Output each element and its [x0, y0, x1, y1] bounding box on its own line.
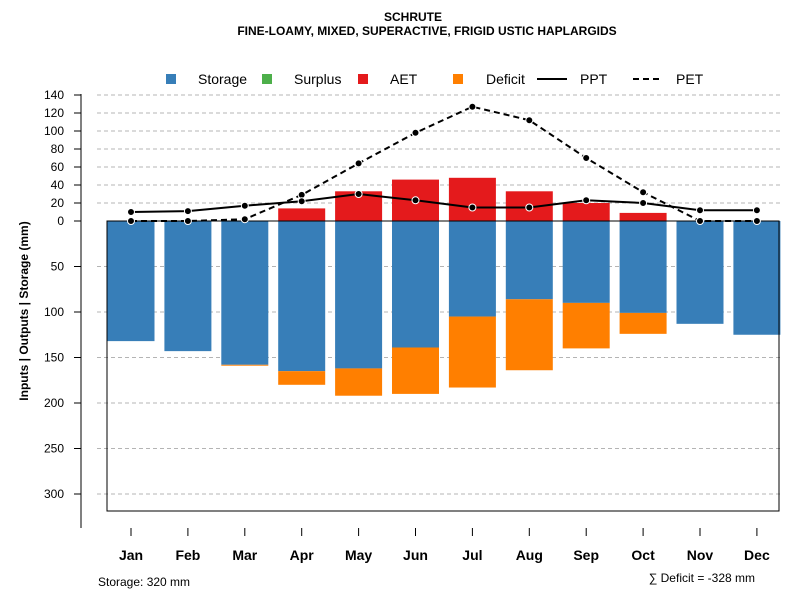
pet-point	[183, 217, 192, 225]
deficit-total-label: ∑ Deficit = -328 mm	[649, 571, 755, 585]
y-tick-label: 300	[44, 487, 64, 501]
pet-point	[411, 128, 420, 137]
pet-point	[468, 102, 477, 111]
ppt-point	[127, 208, 135, 216]
ppt-point	[525, 203, 534, 212]
ppt-point	[639, 199, 648, 207]
month-label: Feb	[175, 547, 200, 563]
y-tick-label: 50	[51, 260, 65, 274]
aet-bar	[448, 177, 496, 221]
y-tick-label: 200	[44, 396, 64, 410]
ppt-point	[183, 207, 192, 216]
aet-bar	[562, 203, 610, 221]
x-axis-ticks: Jan Feb Mar Apr May Jun Jul Aug Sep Oct Nov Dec	[119, 528, 770, 563]
month-label: Jan	[119, 547, 143, 563]
aet-legend-label: AET	[390, 71, 418, 87]
legend: Storage Surplus AET Deficit PPT PET	[166, 71, 704, 87]
pet-point	[582, 154, 591, 162]
storage-legend-swatch	[166, 74, 176, 84]
y-tick-label: 80	[51, 142, 65, 156]
storage-total-label: Storage: 320 mm	[98, 575, 190, 589]
month-label: Nov	[687, 547, 714, 563]
ppt-point	[752, 206, 761, 215]
storage-bar	[448, 221, 496, 317]
pet-point	[240, 215, 249, 224]
pet-point	[639, 188, 648, 197]
aet-bar	[619, 212, 667, 221]
storage-bar	[733, 221, 781, 335]
deficit-bar	[392, 347, 439, 394]
month-label: Jul	[462, 547, 482, 563]
month-label: Sep	[573, 547, 599, 563]
deficit-legend-label: Deficit	[486, 71, 525, 87]
storage-bar	[392, 221, 439, 348]
y-tick-label: 20	[51, 196, 65, 210]
lines	[127, 102, 761, 225]
storage-bar	[562, 221, 610, 303]
deficit-bar	[562, 302, 610, 349]
y-axis-title: Inputs | Outputs | Storage (mm)	[17, 221, 31, 400]
pet-point	[354, 159, 363, 168]
aet-bar	[278, 208, 326, 221]
month-label: Aug	[516, 547, 543, 563]
surplus-legend-swatch	[262, 74, 272, 84]
ppt-legend-label: PPT	[580, 71, 608, 87]
pet-point	[752, 217, 761, 225]
ppt-point	[411, 196, 420, 205]
y-tick-label: 40	[51, 178, 65, 192]
surplus-legend-label: Surplus	[294, 71, 341, 87]
deficit-bar	[505, 299, 553, 371]
bars	[107, 177, 781, 396]
storage-bar	[164, 221, 212, 352]
y-tick-label: 120	[44, 106, 64, 120]
month-label: Apr	[290, 547, 315, 563]
ppt-point	[354, 190, 363, 198]
pet-legend-label: PET	[676, 71, 704, 87]
chart-subtitle: FINE-LOAMY, MIXED, SUPERACTIVE, FRIGID U…	[237, 24, 616, 38]
ppt-point	[696, 206, 704, 215]
ppt-point	[468, 203, 477, 212]
storage-bar	[221, 221, 269, 365]
y-tick-label: 100	[44, 305, 64, 319]
month-label: Dec	[744, 547, 770, 563]
storage-bar	[676, 221, 724, 324]
storage-bar	[505, 221, 553, 300]
pet-point	[127, 217, 135, 225]
aet-legend-swatch	[358, 74, 368, 84]
pet-point	[696, 217, 704, 225]
month-label: Jun	[403, 547, 428, 563]
y-tick-label: 100	[44, 124, 64, 138]
storage-legend-label: Storage	[198, 71, 247, 87]
y-tick-label: 60	[51, 160, 65, 174]
deficit-bar	[278, 371, 326, 385]
pet-line	[131, 105, 757, 222]
storage-bar	[278, 221, 326, 372]
month-label: Oct	[631, 547, 655, 563]
ppt-point	[582, 196, 591, 205]
storage-bar	[335, 221, 383, 369]
month-label: May	[345, 547, 372, 563]
deficit-legend-swatch	[453, 74, 463, 84]
month-label: Mar	[232, 547, 257, 563]
deficit-bar	[335, 368, 383, 396]
storage-bar	[107, 221, 155, 342]
deficit-bar	[221, 364, 269, 366]
ppt-point	[297, 197, 306, 206]
gridlines	[97, 94, 782, 495]
pet-point	[525, 116, 534, 125]
ppt-line	[130, 192, 757, 213]
chart-title: SCHRUTE	[384, 10, 442, 24]
y-tick-label: 150	[44, 351, 64, 365]
deficit-bar	[619, 312, 667, 334]
ppt-point	[240, 201, 249, 210]
storage-bar	[619, 221, 667, 313]
deficit-bar	[448, 316, 496, 388]
y-tick-label: 140	[44, 88, 64, 102]
y-tick-label: 250	[44, 442, 64, 456]
y-tick-label: 0	[57, 214, 64, 228]
